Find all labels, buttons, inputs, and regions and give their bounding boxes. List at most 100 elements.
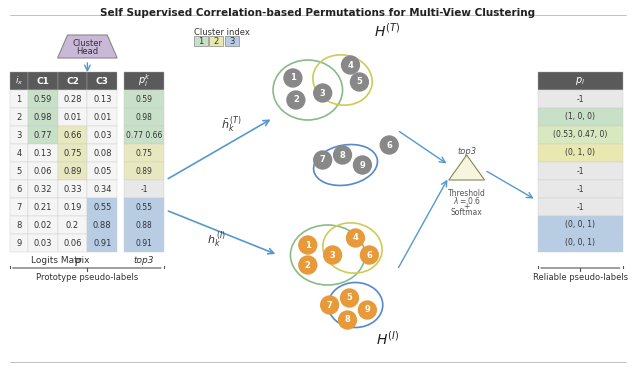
FancyBboxPatch shape: [10, 234, 28, 252]
Text: $h_k^{\,(I)}$: $h_k^{\,(I)}$: [207, 230, 226, 250]
Text: (0, 1, 0): (0, 1, 0): [565, 149, 595, 158]
Circle shape: [358, 301, 376, 319]
FancyBboxPatch shape: [58, 216, 88, 234]
Text: 0.89: 0.89: [136, 167, 152, 176]
FancyBboxPatch shape: [88, 126, 117, 144]
Text: 5: 5: [356, 78, 362, 86]
FancyBboxPatch shape: [10, 144, 28, 162]
FancyBboxPatch shape: [28, 180, 58, 198]
Text: 4: 4: [353, 233, 358, 242]
Text: 9: 9: [16, 239, 22, 247]
Circle shape: [346, 229, 364, 247]
FancyBboxPatch shape: [124, 144, 164, 162]
FancyBboxPatch shape: [10, 216, 28, 234]
Text: 1: 1: [305, 241, 311, 250]
FancyBboxPatch shape: [88, 198, 117, 216]
Text: 4: 4: [16, 149, 22, 158]
FancyBboxPatch shape: [124, 90, 164, 108]
Text: 0.28: 0.28: [63, 95, 82, 104]
Circle shape: [314, 84, 332, 102]
Text: 6: 6: [367, 250, 372, 259]
Text: -1: -1: [577, 95, 584, 104]
Text: 5: 5: [16, 167, 22, 176]
Circle shape: [314, 151, 332, 169]
Polygon shape: [449, 155, 484, 180]
Text: 0.13: 0.13: [33, 149, 52, 158]
FancyBboxPatch shape: [538, 180, 623, 198]
FancyBboxPatch shape: [58, 90, 88, 108]
Circle shape: [299, 256, 317, 274]
Text: 0.75: 0.75: [136, 149, 152, 158]
FancyBboxPatch shape: [10, 108, 28, 126]
Text: Prototype pseudo-labels: Prototype pseudo-labels: [36, 273, 138, 282]
Text: -1: -1: [577, 167, 584, 176]
Text: 0.03: 0.03: [93, 130, 111, 139]
FancyBboxPatch shape: [28, 144, 58, 162]
Text: $H^{(T)}$: $H^{(T)}$: [374, 22, 400, 40]
Polygon shape: [58, 35, 117, 58]
Text: $i_x$: $i_x$: [15, 75, 23, 87]
FancyBboxPatch shape: [10, 126, 28, 144]
FancyBboxPatch shape: [28, 90, 58, 108]
FancyBboxPatch shape: [88, 90, 117, 108]
FancyBboxPatch shape: [538, 72, 623, 90]
Text: 0.88: 0.88: [93, 221, 111, 230]
Text: $p_i^k$: $p_i^k$: [138, 73, 150, 89]
Text: -1: -1: [577, 184, 584, 193]
Text: C1: C1: [36, 77, 49, 86]
Circle shape: [340, 289, 358, 307]
FancyBboxPatch shape: [538, 126, 623, 144]
Text: 0.01: 0.01: [63, 112, 82, 121]
Text: $\lambda = 0.6$: $\lambda = 0.6$: [452, 195, 481, 206]
Text: +: +: [463, 202, 470, 211]
FancyBboxPatch shape: [88, 216, 117, 234]
Text: 0.19: 0.19: [63, 202, 82, 211]
FancyBboxPatch shape: [28, 108, 58, 126]
Text: 0.98: 0.98: [136, 112, 152, 121]
Text: 7: 7: [327, 300, 333, 310]
FancyBboxPatch shape: [88, 72, 117, 90]
FancyBboxPatch shape: [58, 144, 88, 162]
Text: 8: 8: [340, 150, 346, 159]
Text: 0.01: 0.01: [93, 112, 111, 121]
Circle shape: [324, 246, 342, 264]
FancyBboxPatch shape: [28, 126, 58, 144]
FancyBboxPatch shape: [538, 90, 623, 108]
Circle shape: [353, 156, 371, 174]
Text: C3: C3: [96, 77, 109, 86]
Text: 0.59: 0.59: [136, 95, 152, 104]
Circle shape: [339, 311, 356, 329]
FancyBboxPatch shape: [88, 180, 117, 198]
Text: 1: 1: [290, 74, 296, 83]
Text: 0.91: 0.91: [93, 239, 111, 247]
FancyBboxPatch shape: [28, 198, 58, 216]
FancyBboxPatch shape: [58, 126, 88, 144]
FancyBboxPatch shape: [10, 162, 28, 180]
Text: 0.59: 0.59: [33, 95, 52, 104]
Text: 7: 7: [16, 202, 22, 211]
Text: $p_l$: $p_l$: [575, 75, 586, 87]
Circle shape: [299, 236, 317, 254]
FancyBboxPatch shape: [10, 198, 28, 216]
Text: 8: 8: [344, 316, 350, 325]
Text: 2: 2: [305, 261, 311, 270]
Circle shape: [360, 246, 378, 264]
Text: Self Supervised Correlation-based Permutations for Multi-View Clustering: Self Supervised Correlation-based Permut…: [100, 8, 535, 18]
Text: Reliable pseudo-labels: Reliable pseudo-labels: [532, 273, 628, 282]
Text: 9: 9: [360, 161, 365, 170]
Text: 0.06: 0.06: [63, 239, 82, 247]
FancyBboxPatch shape: [194, 36, 207, 46]
Text: 0.77: 0.77: [33, 130, 52, 139]
Text: 0.21: 0.21: [33, 202, 52, 211]
FancyBboxPatch shape: [28, 72, 58, 90]
FancyBboxPatch shape: [124, 198, 164, 216]
Text: 0.02: 0.02: [33, 221, 52, 230]
Text: (0, 0, 1): (0, 0, 1): [565, 239, 595, 247]
FancyBboxPatch shape: [58, 180, 88, 198]
Text: 0.98: 0.98: [33, 112, 52, 121]
FancyBboxPatch shape: [124, 180, 164, 198]
Text: 0.55: 0.55: [93, 202, 111, 211]
Text: 7: 7: [320, 155, 326, 164]
FancyBboxPatch shape: [10, 90, 28, 108]
Circle shape: [284, 69, 302, 87]
